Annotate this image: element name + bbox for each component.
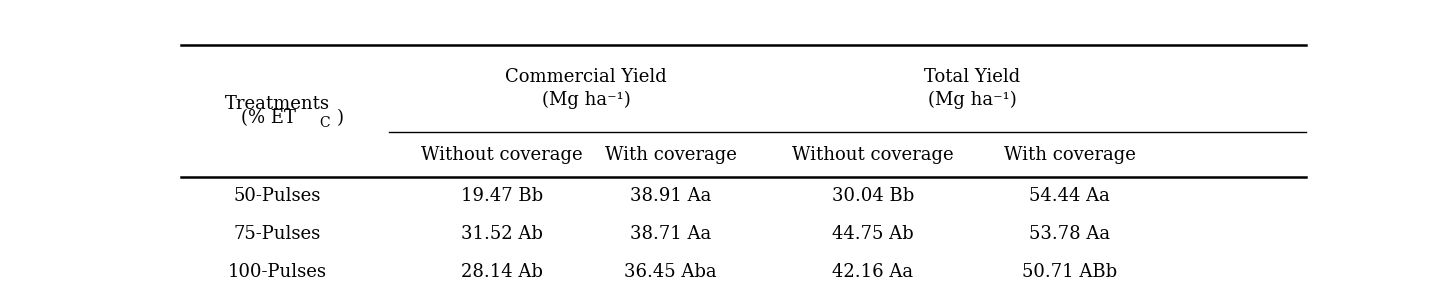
- Text: 53.78 Aa: 53.78 Aa: [1029, 225, 1110, 243]
- Text: ): ): [337, 109, 344, 127]
- Text: 19.47 Bb: 19.47 Bb: [461, 187, 543, 205]
- Text: 36.45 Aba: 36.45 Aba: [624, 263, 717, 281]
- Text: 30.04 Bb: 30.04 Bb: [831, 187, 914, 205]
- Text: 100-Pulses: 100-Pulses: [228, 263, 326, 281]
- Text: 28.14 Ab: 28.14 Ab: [461, 263, 543, 281]
- Text: Total Yield
(Mg ha⁻¹): Total Yield (Mg ha⁻¹): [924, 68, 1020, 108]
- Text: Treatments: Treatments: [225, 95, 329, 113]
- Text: 75-Pulses: 75-Pulses: [234, 225, 321, 243]
- Text: C: C: [319, 116, 331, 130]
- Text: 38.91 Aa: 38.91 Aa: [630, 187, 711, 205]
- Text: 54.44 Aa: 54.44 Aa: [1029, 187, 1110, 205]
- Text: 50-Pulses: 50-Pulses: [234, 187, 321, 205]
- Text: With coverage: With coverage: [605, 146, 737, 164]
- Text: 42.16 Aa: 42.16 Aa: [833, 263, 914, 281]
- Text: With coverage: With coverage: [1004, 146, 1136, 164]
- Text: 31.52 Ab: 31.52 Ab: [461, 225, 543, 243]
- Text: Commercial Yield
(Mg ha⁻¹): Commercial Yield (Mg ha⁻¹): [505, 68, 667, 108]
- Text: 38.71 Aa: 38.71 Aa: [630, 225, 711, 243]
- Text: 50.71 ABb: 50.71 ABb: [1022, 263, 1117, 281]
- Text: (% ET: (% ET: [241, 109, 296, 127]
- Text: 44.75 Ab: 44.75 Ab: [831, 225, 914, 243]
- Text: Without coverage: Without coverage: [792, 146, 953, 164]
- Text: Without coverage: Without coverage: [421, 146, 583, 164]
